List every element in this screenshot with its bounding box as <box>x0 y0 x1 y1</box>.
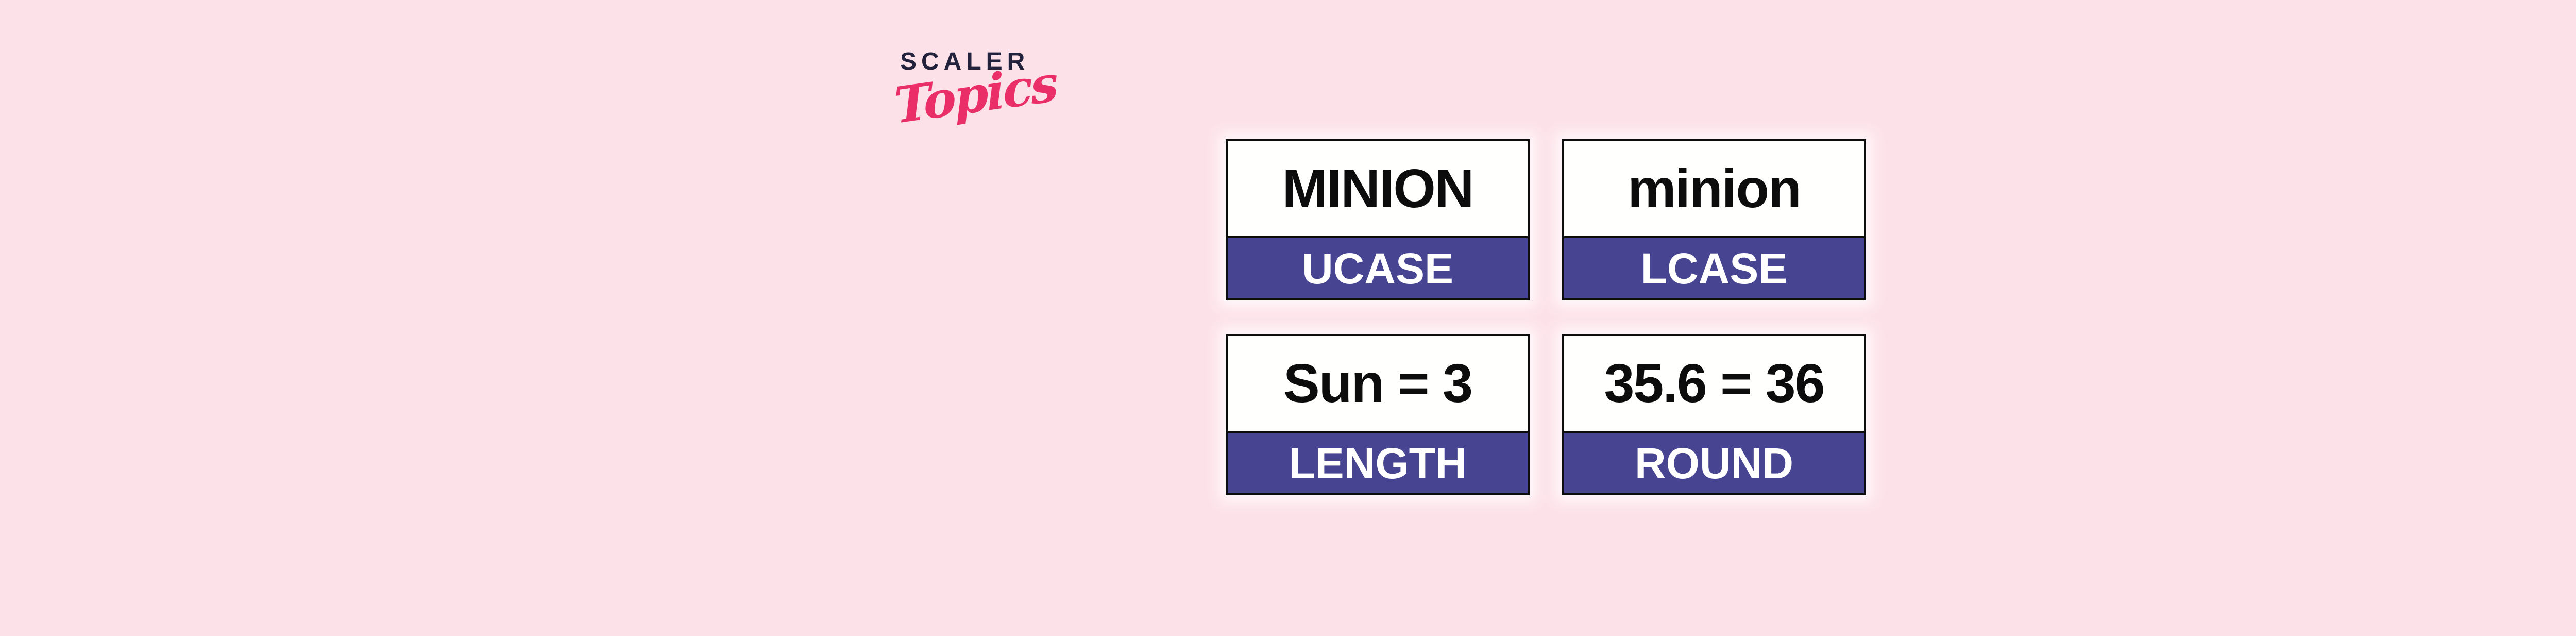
logo-brand-text: SCALER <box>900 48 1030 75</box>
card-lcase-label: LCASE <box>1640 244 1788 293</box>
card-length-value: Sun = 3 <box>1283 353 1473 414</box>
card-lcase-result-area: minion <box>1564 141 1864 236</box>
card-length: Sun = 3 LENGTH <box>1226 334 1530 495</box>
card-ucase-function-band: UCASE <box>1228 236 1528 298</box>
card-round-value: 35.6 = 36 <box>1604 353 1825 414</box>
card-round-result-area: 35.6 = 36 <box>1564 336 1864 431</box>
card-ucase-label: UCASE <box>1301 244 1454 293</box>
card-length-result-area: Sun = 3 <box>1228 336 1528 431</box>
card-length-function-band: LENGTH <box>1228 431 1528 493</box>
card-lcase-function-band: LCASE <box>1564 236 1864 298</box>
card-ucase: MINION UCASE <box>1226 139 1530 300</box>
scaler-topics-logo: SCALER Topics <box>892 48 1058 158</box>
card-length-label: LENGTH <box>1289 439 1467 488</box>
card-ucase-value: MINION <box>1282 158 1475 219</box>
card-ucase-result-area: MINION <box>1228 141 1528 236</box>
card-lcase: minion LCASE <box>1562 139 1866 300</box>
card-round: 35.6 = 36 ROUND <box>1562 334 1866 495</box>
card-lcase-value: minion <box>1628 158 1801 219</box>
card-round-function-band: ROUND <box>1564 431 1864 493</box>
card-round-label: ROUND <box>1635 439 1793 488</box>
